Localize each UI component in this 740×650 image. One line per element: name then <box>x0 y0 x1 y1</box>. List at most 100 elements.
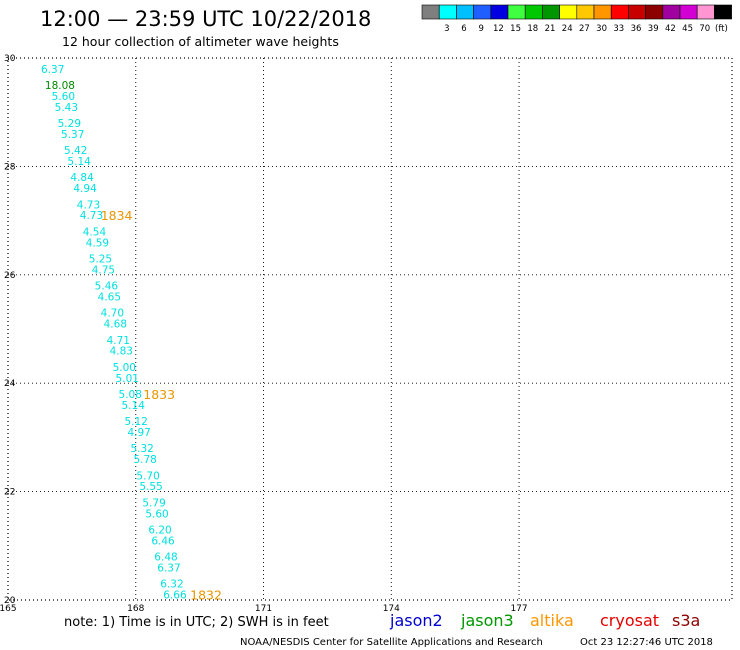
y-tick-label: 24 <box>4 379 16 389</box>
y-tick-label: 20 <box>4 596 16 606</box>
colorbar-swatch <box>438 4 457 20</box>
wave-height-label: 5.46 <box>95 281 119 293</box>
colorbar-swatch <box>714 4 732 20</box>
wave-height-label: 5.60 <box>52 91 75 103</box>
wave-height-label: 4.65 <box>98 291 121 303</box>
colorbar-label: 42 <box>665 24 676 34</box>
wave-height-label: 5.14 <box>122 400 146 412</box>
colorbar-label: 21 <box>545 24 556 34</box>
wave-height-label: 5.37 <box>61 129 84 141</box>
wave-height-label: 5.32 <box>130 443 153 455</box>
x-tick-labels: 165 168 171 174 177 <box>0 604 528 614</box>
mission-legend: jason2 jason3 altika cryosat s3a <box>389 611 700 630</box>
wave-height-label: 5.42 <box>64 145 87 157</box>
wave-height-label: 5.14 <box>67 156 91 168</box>
wave-height-label: 5.01 <box>116 373 139 385</box>
x-tick-label: 171 <box>255 604 272 614</box>
colorbar-label: 33 <box>613 24 624 34</box>
wave-height-label: 6.66 <box>163 590 187 602</box>
colorbar-swatch <box>542 4 560 20</box>
wave-height-label: 4.68 <box>104 319 127 331</box>
wave-height-label: 6.46 <box>151 535 175 547</box>
y-tick-label: 26 <box>4 271 16 281</box>
colorbar-swatch <box>628 4 646 20</box>
wave-height-label: 5.12 <box>124 416 147 428</box>
generation-timestamp: Oct 23 12:27:46 UTC 2018 <box>580 637 713 648</box>
wave-height-label: 6.37 <box>41 64 64 76</box>
colorbar-label: 12 <box>493 24 504 34</box>
colorbar-swatch <box>507 4 526 20</box>
y-tick-label: 30 <box>4 54 16 64</box>
wave-height-label: 5.29 <box>58 118 81 130</box>
wave-height-label: 4.54 <box>83 226 107 238</box>
wave-height-label: 5.08 <box>119 389 142 401</box>
colorbar-label: 36 <box>631 24 642 34</box>
wave-height-label: 4.73 <box>80 210 103 222</box>
wave-height-label: 4.59 <box>86 237 109 249</box>
wave-height-label: 6.32 <box>160 579 183 591</box>
colorbar-swatch <box>490 4 509 20</box>
wave-height-label: 4.97 <box>127 427 150 439</box>
wave-height-label: 5.60 <box>145 508 168 520</box>
colorbar-swatch <box>524 4 543 20</box>
y-tick-labels: 20 22 24 26 28 30 <box>4 54 16 606</box>
wave-height-label: 4.73 <box>77 199 100 211</box>
mission-legend-s3a: s3a <box>672 611 700 630</box>
wave-height-label: 4.83 <box>110 346 133 358</box>
colorbar-label: 27 <box>579 24 590 34</box>
colorbar-label: 9 <box>478 24 483 34</box>
wave-height-label: 6.48 <box>154 552 177 564</box>
mission-legend-jason3: jason3 <box>460 611 514 630</box>
colorbar-swatch <box>662 4 681 20</box>
colorbar-legend: 3 6 9 12 15 18 21 24 27 30 33 36 39 42 45 70 (ft) <box>421 4 732 34</box>
colorbar-swatch <box>576 4 595 20</box>
colorbar-label: 30 <box>596 24 607 34</box>
mission-legend-cryosat: cryosat <box>600 611 659 630</box>
x-tick-label: 168 <box>127 604 144 614</box>
wave-height-label: 18.08 <box>45 80 75 92</box>
y-tick-label: 28 <box>4 162 16 172</box>
footnote: note: 1) Time is in UTC; 2) SWH is in fe… <box>64 615 329 630</box>
x-tick-label: 165 <box>0 604 17 614</box>
wave-height-label: 5.78 <box>133 454 156 466</box>
x-tick-label: 177 <box>510 604 527 614</box>
colorbar-label: 39 <box>648 24 659 34</box>
pass-number-label: 1834 <box>101 208 133 223</box>
colorbar-label: 70 <box>699 24 710 34</box>
x-tick-label: 174 <box>383 604 400 614</box>
wave-height-label: 4.71 <box>107 335 130 347</box>
colorbar-swatch <box>645 4 664 20</box>
y-tick-label: 22 <box>4 488 15 498</box>
colorbar-label: 24 <box>562 24 573 34</box>
colorbar-swatch <box>559 4 578 20</box>
wave-height-label: 5.70 <box>136 470 159 482</box>
colorbar-label: 3 <box>444 24 449 34</box>
colorbar-swatch <box>610 4 629 20</box>
pass-number-label: 1833 <box>143 387 175 402</box>
mission-legend-altika: altika <box>530 611 574 630</box>
colorbar-swatch <box>421 4 440 20</box>
colorbar-swatch <box>696 4 715 20</box>
wave-height-label: 6.37 <box>157 562 180 574</box>
wave-height-label: 5.55 <box>139 481 162 493</box>
chart-title: 12:00 — 23:59 UTC 10/22/2018 <box>40 7 371 31</box>
colorbar-label: 45 <box>682 24 693 34</box>
wave-height-label: 5.79 <box>142 497 165 509</box>
wave-height-label: 4.70 <box>101 308 124 320</box>
wave-height-label: 5.43 <box>55 102 78 114</box>
wave-height-label: 4.84 <box>70 172 94 184</box>
wave-height-label: 4.94 <box>73 183 97 195</box>
wave-height-label: 6.20 <box>148 525 171 537</box>
plot-border <box>7 57 733 601</box>
pass-number-label: 1832 <box>190 588 222 603</box>
plot-frame <box>7 57 733 601</box>
pass-number-labels: 1834 1833 1832 <box>101 208 222 602</box>
wave-height-labels: 6.375.605.435.295.375.425.144.844.944.73… <box>41 64 187 602</box>
colorbar-label: 15 <box>510 24 521 34</box>
colorbar-swatch <box>456 4 474 20</box>
grid-lines <box>8 58 732 600</box>
chart-subtitle: 12 hour collection of altimeter wave hei… <box>62 34 339 49</box>
wave-height-label: 5.00 <box>113 362 136 374</box>
colorbar-label: 6 <box>461 24 466 34</box>
